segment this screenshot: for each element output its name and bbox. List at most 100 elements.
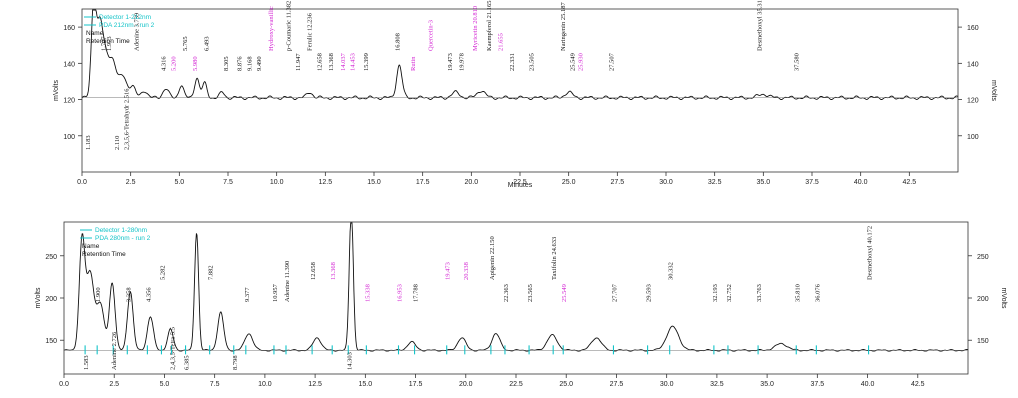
top-peak-label: 16.808 — [394, 33, 401, 51]
top-legend-entry: PDA 212nm - run 2 — [99, 22, 155, 29]
top-legend-entry: Name — [86, 30, 104, 37]
bottom-peak-label: 3.358 — [125, 287, 132, 302]
top-y-tick-label: 160 — [63, 25, 75, 32]
top-x-tick-label: 32.5 — [708, 179, 722, 186]
bottom-legend-entry: Detector 1-280nm — [95, 227, 147, 234]
top-x-tick-label: 22.5 — [513, 179, 527, 186]
bottom-peak-label: 1.583 — [83, 355, 90, 370]
top-x-tick-label: 10.0 — [270, 179, 284, 186]
bottom-x-tick-label: 40.0 — [861, 381, 875, 388]
bottom-peak-label: 14.303 — [346, 352, 353, 370]
top-x-tick-label: 35.0 — [757, 179, 771, 186]
top-chromatogram-panel: 100 100 120 120 140 140 160 160 mVolts mVolts 0.0 2… — [53, 0, 997, 189]
bottom-peak-label: Adenine 2.726 — [111, 331, 118, 370]
top-peak-label: p-Coumaric 11.382 — [285, 1, 292, 51]
bottom-peak-label: 15.338 — [364, 284, 371, 302]
bottom-peak-label: 22.363 — [503, 284, 510, 302]
top-peak-label: 2.110 — [114, 136, 121, 150]
bottom-legend-entry: Retention Time — [82, 251, 126, 258]
top-plot-frame — [81, 8, 959, 173]
bottom-peak-label: 32.752 — [726, 284, 733, 302]
bottom-x-tick-label: 10.0 — [258, 381, 272, 388]
top-y-tick-label-right: 100 — [967, 134, 979, 141]
top-peak-label: 14.453 — [350, 53, 357, 71]
bottom-peak-label: 1.900 — [95, 287, 102, 302]
bottom-y-tick-label-right: 250 — [977, 254, 989, 261]
bottom-peak-label: Adenine 11.390 — [284, 261, 291, 302]
bottom-peak-label: 25.549 — [561, 284, 568, 302]
top-peak-label: 1.183 — [85, 135, 92, 150]
top-x-axis-label: Minutes — [508, 182, 533, 189]
bottom-x-tick-label: 15.0 — [359, 381, 373, 388]
top-peak-label: 25.930 — [577, 53, 584, 71]
top-peak-label: Desmethoxyl 35.313 — [756, 0, 763, 51]
top-peak-label: 27.507 — [608, 52, 615, 71]
bottom-peak-label: 23.565 — [527, 284, 534, 302]
top-peak-label: 5.980 — [192, 56, 199, 71]
top-x-tick-label: 27.5 — [611, 179, 625, 186]
bottom-x-tick-label: 2.5 — [109, 381, 119, 388]
bottom-peak-label: 12.658 — [310, 262, 317, 280]
top-peak-label: 9.168 — [246, 56, 253, 71]
top-peak-label: 1.973 — [106, 36, 113, 51]
bottom-x-tick-label: 32.5 — [710, 381, 724, 388]
top-peak-label: 11.947 — [295, 53, 302, 71]
top-x-tick-label: 12.5 — [319, 179, 333, 186]
bottom-y-tick-label-right: 200 — [977, 296, 989, 303]
top-peak-label: 23.505 — [529, 53, 536, 71]
bottom-peak-label: 27.707 — [611, 283, 618, 302]
bottom-x-tick-label: 30.0 — [660, 381, 674, 388]
bottom-legend-entry: Name — [82, 243, 100, 250]
top-peak-label: Naringenin 25.187 — [560, 2, 567, 51]
bottom-peak-label: 17.788 — [413, 284, 420, 302]
top-y-axis-label: mVolts — [53, 80, 60, 102]
top-peak-label: 19.473 — [447, 53, 454, 71]
top-peak-label: 22.331 — [509, 53, 516, 71]
top-peak-label: 1.707 — [100, 36, 107, 51]
bottom-peak-label: 20.338 — [463, 262, 470, 280]
bottom-peak-label: 30.332 — [668, 262, 675, 280]
bottom-x-tick-label: 27.5 — [610, 381, 624, 388]
top-peak-label: Myricetin 20.810 — [472, 6, 479, 51]
bottom-y-tick-label: 150 — [45, 338, 57, 345]
bottom-x-tick-label: 37.5 — [811, 381, 825, 388]
bottom-y-tick-label: 200 — [45, 296, 57, 303]
bottom-peak-label: 7.882 — [208, 265, 215, 280]
top-peak-label: 37.580 — [793, 53, 800, 71]
top-peak-label: Rutin — [410, 56, 417, 71]
top-y-tick-label-right: 160 — [967, 25, 979, 32]
bottom-y-tick-label: 250 — [45, 254, 57, 261]
top-peak-label: 12.658 — [316, 53, 323, 71]
top-y-tick-label-right: 120 — [967, 98, 979, 105]
top-peak-label: 2,3,5,6-Tetrahydr 2.516 — [124, 88, 131, 150]
bottom-peak-label: Taxifolin 24.633 — [551, 237, 558, 280]
bottom-y-axis-label: mVolts — [35, 287, 42, 309]
bottom-peak-label: 8.798 — [232, 355, 239, 370]
bottom-peak-label: 16.953 — [397, 284, 404, 302]
top-y-tick-label-right: 140 — [967, 61, 979, 68]
bottom-peak-label: 29.593 — [646, 284, 653, 302]
bottom-peak-label: 33.763 — [756, 284, 763, 302]
top-y-tick-label: 120 — [63, 98, 75, 105]
top-peak-label: 21.655 — [498, 33, 505, 51]
top-peak-label: 13.368 — [328, 53, 335, 71]
top-x-tick-label: 20.0 — [465, 179, 479, 186]
top-x-tick-label: 25.0 — [562, 179, 576, 186]
top-x-tick-label: 7.5 — [223, 179, 233, 186]
top-peak-label: 14.037 — [340, 52, 347, 71]
top-peak-label: 5.765 — [182, 36, 189, 51]
top-peak-label: 6.493 — [204, 36, 211, 51]
bottom-x-tick-label: 17.5 — [409, 381, 423, 388]
top-peak-label: Ferulic 12.236 — [307, 12, 314, 51]
top-peak-label: Kaempferol 21.165 — [486, 0, 493, 51]
top-x-tick-label: 15.0 — [367, 179, 381, 186]
top-x-tick-label: 2.5 — [126, 179, 136, 186]
bottom-trace-series-0 — [63, 222, 969, 352]
top-x-tick-label: 30.0 — [659, 179, 673, 186]
bottom-peak-label: 35.810 — [794, 284, 801, 302]
top-trace-series-0 — [81, 9, 959, 100]
bottom-peak-label: 13.368 — [330, 262, 337, 280]
top-x-tick-label: 17.5 — [416, 179, 430, 186]
bottom-x-tick-label: 42.5 — [911, 381, 925, 388]
top-x-tick-label: 37.5 — [805, 179, 819, 186]
